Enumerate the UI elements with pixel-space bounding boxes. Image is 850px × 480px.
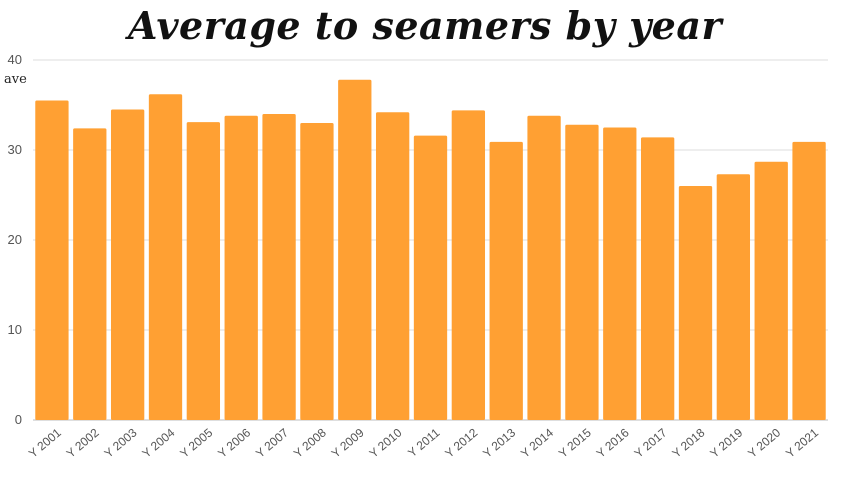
bar xyxy=(603,127,637,420)
x-tick-label: Y 2005 xyxy=(177,425,215,460)
bar xyxy=(754,161,788,420)
bar xyxy=(300,123,334,420)
x-tick-label: Y 2019 xyxy=(707,425,745,460)
chart-title: Average to seamers by year xyxy=(128,3,722,48)
x-tick-label: Y 2016 xyxy=(594,425,632,460)
bar xyxy=(224,115,258,421)
bar xyxy=(451,110,486,421)
bars xyxy=(35,79,826,421)
x-tick-label: Y 2020 xyxy=(745,425,783,460)
bar xyxy=(110,109,145,420)
x-tick-label: Y 2013 xyxy=(480,425,518,460)
y-tick-label: 40 xyxy=(8,52,22,67)
bar xyxy=(527,115,561,421)
x-tick-label: Y 2003 xyxy=(102,425,140,460)
y-tick-label: 0 xyxy=(15,412,22,427)
x-tick-label: Y 2011 xyxy=(405,425,443,460)
x-tick-label: Y 2004 xyxy=(139,425,177,460)
bar xyxy=(640,137,675,420)
y-tick-label: 30 xyxy=(8,142,22,157)
x-tick-label: Y 2017 xyxy=(632,425,670,460)
x-tick-label: Y 2007 xyxy=(253,425,291,460)
x-tick-label: Y 2010 xyxy=(367,425,405,460)
x-tick-label: Y 2014 xyxy=(518,425,556,460)
bar xyxy=(262,114,296,420)
x-tick-label: Y 2012 xyxy=(442,425,480,460)
x-tick-label: Y 2009 xyxy=(329,425,367,460)
bar xyxy=(716,174,751,420)
y-axis-ticks: 0 10 20 30 40 xyxy=(8,52,22,427)
y-axis-label: ave xyxy=(4,72,27,87)
x-tick-label: Y 2015 xyxy=(556,425,594,460)
x-tick-label: Y 2008 xyxy=(291,425,329,460)
bar xyxy=(792,141,826,420)
x-tick-label: Y 2018 xyxy=(669,425,707,460)
y-tick-label: 10 xyxy=(8,322,22,337)
bar xyxy=(148,94,183,420)
bar xyxy=(35,100,69,420)
bar xyxy=(565,124,599,421)
x-tick-label: Y 2006 xyxy=(215,425,253,460)
y-tick-label: 20 xyxy=(8,232,22,247)
bar xyxy=(186,122,221,420)
bar xyxy=(375,112,410,420)
bar xyxy=(678,186,713,420)
x-tick-label: Y 2002 xyxy=(64,425,102,460)
bar xyxy=(73,128,107,420)
x-tick-label: Y 2001 xyxy=(26,425,64,460)
bar xyxy=(338,79,372,421)
bar xyxy=(489,141,523,420)
x-tick-label: Y 2021 xyxy=(783,425,821,460)
bar xyxy=(413,135,448,420)
x-axis-ticks: Y 2001 Y 2002 Y 2003 Y 2004 Y 2005 Y 2006 Y 20… xyxy=(26,425,821,460)
